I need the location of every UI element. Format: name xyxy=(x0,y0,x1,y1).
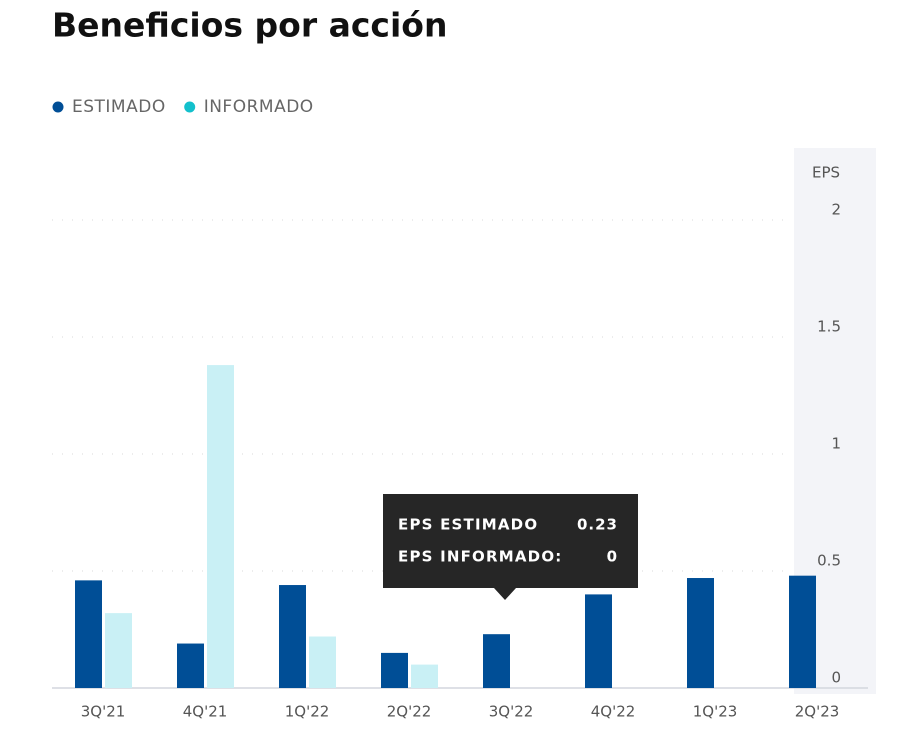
legend-label: ESTIMADO xyxy=(72,97,166,117)
y-tick-label: 2 xyxy=(831,201,841,219)
bar xyxy=(411,664,438,688)
tooltip-label: EPS ESTIMADO xyxy=(398,516,538,534)
legend-marker xyxy=(52,101,64,113)
bar xyxy=(585,594,612,688)
x-tick-label: 1Q'22 xyxy=(285,703,330,721)
bar xyxy=(75,580,102,688)
tooltip-label: EPS INFORMADO: xyxy=(398,548,563,566)
tooltip: EPS ESTIMADO 0.23 EPS INFORMADO: 0 xyxy=(383,494,638,600)
x-tick-label: 1Q'23 xyxy=(693,703,738,721)
x-tick-label: 4Q'22 xyxy=(591,703,636,721)
bar xyxy=(381,652,408,688)
x-tick-label: 2Q'23 xyxy=(795,703,840,721)
tooltip-value: 0 xyxy=(607,548,618,566)
chart-title: Beneficios por acción xyxy=(52,6,447,45)
bar xyxy=(687,578,714,688)
y-tick-label: 1.5 xyxy=(817,318,841,336)
x-tick-label: 2Q'22 xyxy=(387,703,432,721)
bar xyxy=(483,634,510,688)
x-tick-label: 4Q'21 xyxy=(183,703,228,721)
y-tick-label: 1 xyxy=(831,435,841,453)
y-tick-label: 0.5 xyxy=(817,552,841,570)
y-tick-label: 0 xyxy=(831,669,841,687)
y-axis-label: EPS xyxy=(812,164,840,182)
bar xyxy=(207,365,234,688)
bar xyxy=(309,636,336,688)
x-tick-label: 3Q'21 xyxy=(81,703,126,721)
tooltip-value: 0.23 xyxy=(577,516,618,534)
bar xyxy=(279,585,306,688)
legend-label: INFORMADO xyxy=(204,97,314,117)
legend-marker xyxy=(184,101,196,113)
bar xyxy=(177,643,204,688)
bar xyxy=(105,613,132,688)
x-tick-label: 3Q'22 xyxy=(489,703,534,721)
bar xyxy=(789,575,816,688)
tooltip-box xyxy=(383,494,638,600)
